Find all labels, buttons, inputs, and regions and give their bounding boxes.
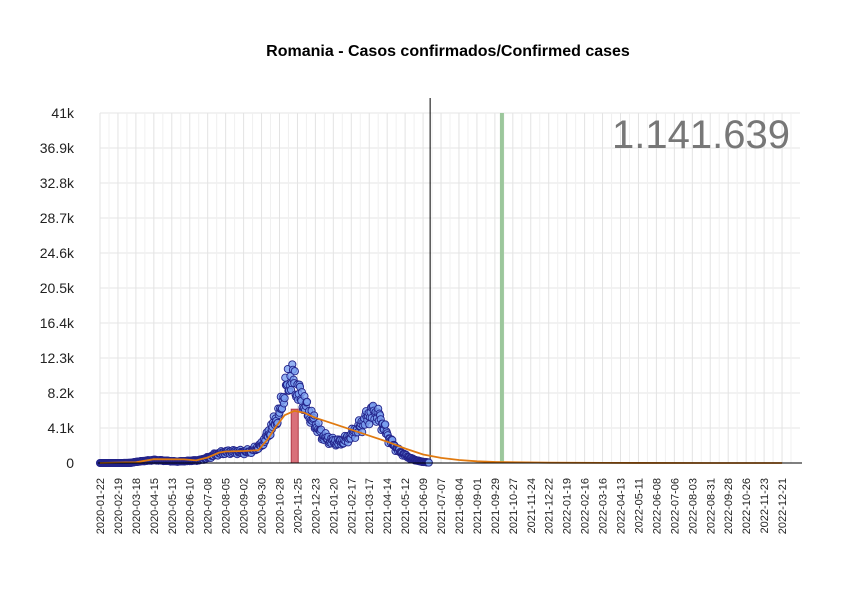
- reference-lines: [429, 98, 504, 466]
- x-tick-label: 2020-09-02: [239, 478, 251, 534]
- y-tick-label: 8.2k: [48, 385, 75, 401]
- x-tick-label: 2020-05-13: [167, 478, 179, 534]
- x-tick-label: 2022-05-11: [633, 478, 645, 533]
- bars: [290, 408, 299, 464]
- y-tick-label: 16.4k: [40, 315, 75, 331]
- y-tick-label: 41k: [51, 105, 75, 121]
- x-tick-label: 2022-07-06: [669, 478, 681, 534]
- y-tick-label: 28.7k: [40, 210, 75, 226]
- grid: [99, 112, 800, 464]
- x-tick-label: 2022-09-28: [723, 478, 735, 534]
- x-tick-label: 2022-03-16: [598, 478, 610, 534]
- x-tick-label: 2022-06-08: [651, 478, 663, 534]
- fit-curve-group: [99, 409, 783, 464]
- y-tick-label: 32.8k: [40, 175, 75, 191]
- x-tick-label: 2021-09-29: [490, 478, 502, 534]
- x-tick-label: 2022-12-21: [777, 478, 789, 534]
- x-tick-label: 2020-09-30: [257, 478, 269, 534]
- y-tick-label: 36.9k: [40, 140, 75, 156]
- y-tick-label: 0: [66, 455, 74, 471]
- x-tick-label: 2021-11-24: [526, 478, 538, 533]
- y-tick-labels: 0 4.1k 8.2k 12.3k 16.4k 20.5k 24.6k 28.7k 32.8k 3…: [40, 105, 75, 471]
- y-tick-label: 12.3k: [40, 350, 75, 366]
- x-tick-label: 2022-02-16: [580, 478, 592, 534]
- x-tick-label: 2022-01-19: [562, 478, 574, 534]
- x-tick-label: 2022-10-26: [741, 478, 753, 534]
- peak-bar: [290, 408, 299, 464]
- chart-title: Romania - Casos confirmados/Confirmed ca…: [266, 43, 630, 60]
- x-tick-label: 2020-12-23: [310, 478, 322, 534]
- data-point: [280, 394, 289, 403]
- y-tick-label: 4.1k: [48, 420, 75, 436]
- x-tick-label: 2021-08-04: [454, 478, 466, 534]
- x-tick-label: 2022-08-31: [705, 478, 717, 534]
- x-tick-label: 2020-11-25: [292, 478, 304, 533]
- x-tick-label: 2021-02-17: [346, 478, 358, 534]
- data-point: [303, 397, 312, 406]
- total-cases-label: 1.141.639: [612, 113, 790, 157]
- x-tick-label: 2020-06-10: [185, 478, 197, 534]
- x-tick-label: 2020-02-19: [113, 478, 125, 534]
- x-tick-label: 2021-06-09: [418, 478, 430, 534]
- x-tick-labels: 2020-01-22 2020-02-19 2020-03-18 2020-04-15…: [95, 478, 789, 534]
- x-tick-label: 2021-01-20: [328, 478, 340, 534]
- x-tick-label: 2020-10-28: [274, 478, 286, 534]
- data-point: [290, 367, 299, 376]
- fit-curve: [99, 409, 783, 464]
- x-tick-label: 2021-12-22: [544, 478, 556, 534]
- x-tick-label: 2021-04-14: [382, 478, 394, 534]
- x-tick-label: 2020-07-08: [203, 478, 215, 534]
- x-tick-label: 2021-07-07: [436, 478, 448, 534]
- y-tick-label: 20.5k: [40, 280, 75, 296]
- x-tick-label: 2020-04-15: [149, 478, 161, 534]
- data-point: [381, 420, 390, 429]
- x-tick-label: 2021-10-27: [508, 478, 520, 534]
- x-tick-label: 2022-08-03: [687, 478, 699, 534]
- y-tick-label: 24.6k: [40, 245, 75, 261]
- x-tick-label: 2020-03-18: [131, 478, 143, 534]
- x-tick-label: 2021-09-01: [472, 478, 484, 534]
- x-tick-label: 2022-04-13: [616, 478, 628, 534]
- x-tick-label: 2022-11-23: [759, 478, 771, 533]
- data-points: [95, 360, 433, 468]
- x-tick-label: 2021-03-17: [364, 478, 376, 534]
- x-tick-label: 2020-08-05: [221, 478, 233, 534]
- x-tick-label: 2021-05-12: [400, 478, 412, 534]
- x-tick-label: 2020-01-22: [95, 478, 107, 534]
